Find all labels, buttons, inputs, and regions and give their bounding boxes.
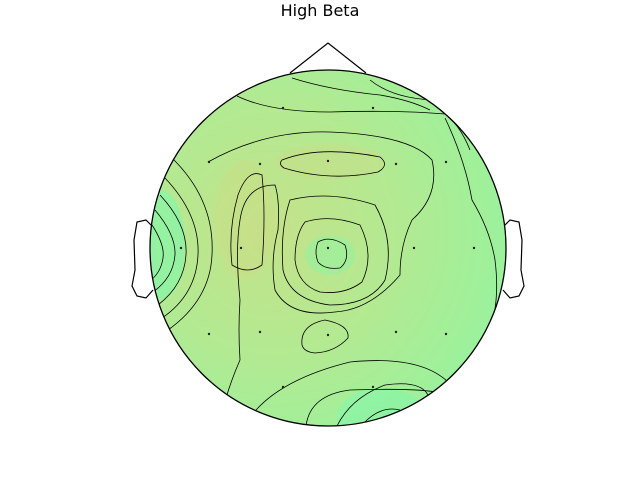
electrode-marker (326, 333, 330, 337)
electrode-marker (326, 159, 330, 163)
right-ear-outline (502, 219, 525, 299)
electrode-marker (371, 385, 375, 389)
electrode-marker (371, 106, 375, 110)
electrode-marker (444, 332, 448, 336)
head-outline (149, 69, 507, 427)
electrode-markers (179, 106, 476, 389)
electrode-marker (207, 160, 211, 164)
electrode-marker (281, 385, 285, 389)
electrode-marker (258, 330, 262, 334)
contour-lines (150, 77, 498, 426)
electrode-marker (444, 160, 448, 164)
electrode-marker (412, 246, 416, 250)
electrode-marker (179, 246, 183, 250)
left-ear-outline (131, 219, 154, 299)
electrode-marker (394, 330, 398, 334)
plot-title: High Beta (280, 1, 360, 20)
electrode-marker (239, 246, 243, 250)
electrode-marker (281, 106, 285, 110)
electrode-marker (394, 162, 398, 166)
nose-outline (289, 42, 367, 74)
field-map (150, 70, 506, 426)
electrode-marker (472, 246, 476, 250)
electrode-marker (258, 162, 262, 166)
electrode-marker (326, 246, 330, 250)
electrode-marker (207, 332, 211, 336)
